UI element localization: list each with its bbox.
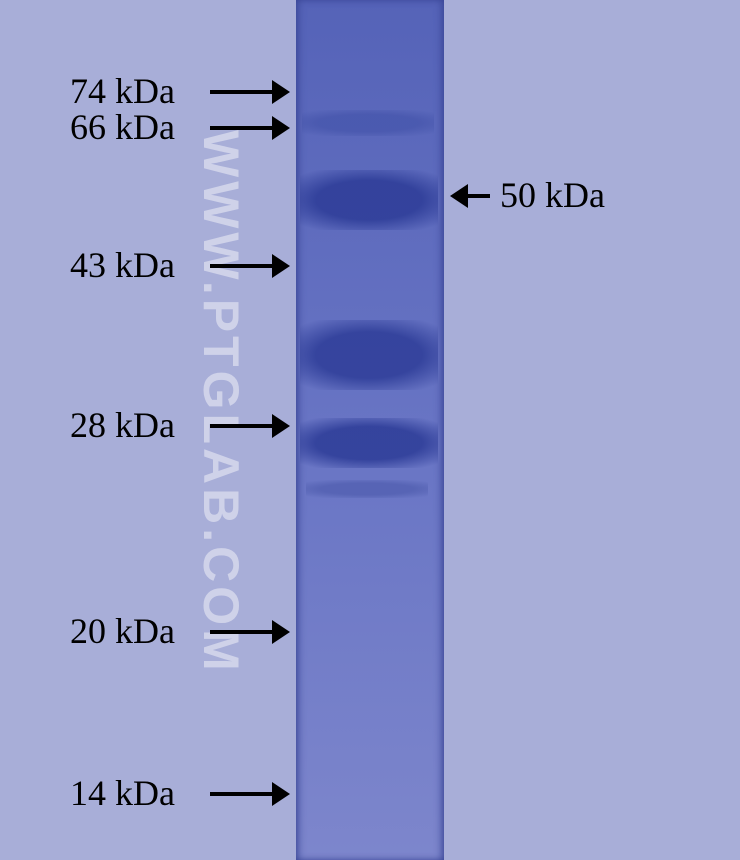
arrow-shaft <box>210 90 272 94</box>
mw-marker-label: 14 kDa <box>70 772 175 814</box>
arrow-head-right-icon <box>272 80 290 104</box>
arrow-head-right-icon <box>272 414 290 438</box>
arrow-shaft <box>210 126 272 130</box>
arrow-shaft <box>210 424 272 428</box>
watermark-text: WWW.PTGLAB.COM <box>192 130 250 675</box>
arrow-head-right-icon <box>272 254 290 278</box>
mw-marker-label: 28 kDa <box>70 404 175 446</box>
gel-image-canvas: WWW.PTGLAB.COM 74 kDa66 kDa43 kDa28 kDa2… <box>0 0 740 860</box>
arrow-head-right-icon <box>272 782 290 806</box>
arrow-head-right-icon <box>272 116 290 140</box>
arrow-head-right-icon <box>272 620 290 644</box>
arrow-shaft <box>210 630 272 634</box>
arrow-head-left-icon <box>450 184 468 208</box>
mw-marker-label: 43 kDa <box>70 244 175 286</box>
mw-marker-label: 20 kDa <box>70 610 175 652</box>
protein-band <box>300 170 438 230</box>
mw-marker-label: 66 kDa <box>70 106 175 148</box>
protein-band <box>300 320 438 390</box>
arrow-shaft <box>468 194 490 198</box>
arrow-shaft <box>210 264 272 268</box>
protein-band <box>302 110 434 136</box>
protein-band <box>306 480 428 498</box>
target-band-label: 50 kDa <box>500 174 605 216</box>
arrow-shaft <box>210 792 272 796</box>
protein-band <box>300 418 438 468</box>
